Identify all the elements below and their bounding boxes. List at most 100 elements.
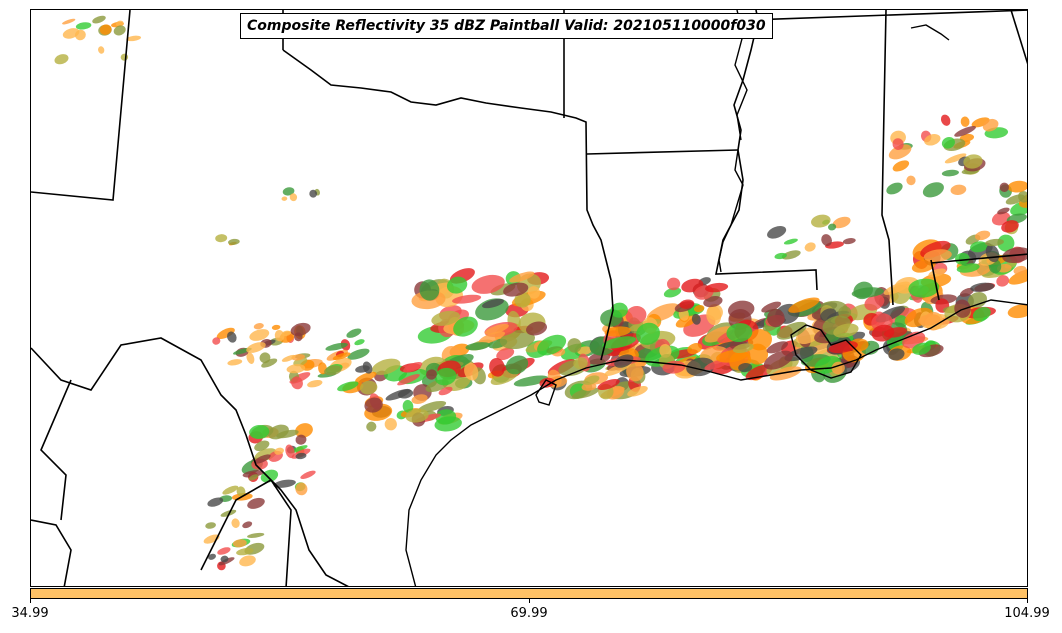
echo-blob [289,193,298,202]
florida-border [930,253,1027,264]
echo-blob [364,397,383,413]
echo-blob [295,423,313,438]
echo-blob [732,343,754,354]
echo-blob [842,238,856,245]
echo-blob [705,282,729,293]
echo-blob [923,249,952,263]
echo-blob [274,447,285,455]
colorbar-label-mid: 69.99 [510,606,548,621]
echo-blob [75,22,92,30]
echo-blob [967,292,988,309]
arkansas-louisiana-border [586,149,739,155]
echo-blob [985,238,1004,247]
echo-blob [411,394,428,404]
echo-blob [1001,220,1019,233]
echo-blob [216,327,235,340]
echo-blob [625,306,647,325]
map-panel [30,9,1028,587]
echo-blob [974,230,991,241]
mexico-state-line-4 [270,479,292,586]
echo-blob [203,534,220,544]
mexico-state-line-1 [31,519,72,586]
echo-blob [220,509,237,517]
echo-blob [354,339,365,346]
colorbar-tick-min [30,599,31,603]
echo-blob [281,196,288,201]
echo-blob [1010,201,1027,216]
echo-blob [99,24,112,35]
echo-blob [567,338,582,353]
echo-blob [402,399,414,413]
oklahoma-texas-border [282,49,614,361]
echo-blob [747,329,772,351]
echo-blob [236,547,254,556]
echo-blob [286,364,306,374]
echo-blob [821,234,832,247]
echo-blob [465,342,491,351]
echo-blob [290,322,311,336]
echo-blob [833,323,859,338]
echo-blob [254,440,270,452]
echo-blob [247,497,265,509]
echo-blob [54,54,69,65]
echo-blob [360,380,378,395]
echo-blob [295,434,307,445]
echo-blob [679,299,695,309]
echo-blob [337,381,359,392]
echo-blob [928,268,946,278]
echo-blob [249,329,270,341]
echo-blob [217,547,231,555]
echo-blob [959,287,974,297]
echo-blob [663,287,682,298]
echo-blob [1008,268,1027,285]
echo-blob [982,118,999,132]
echo-blob [956,263,980,273]
echo-blob [514,292,531,308]
echo-blob [761,301,782,313]
echo-blob [362,361,373,374]
echo-blob [499,329,535,350]
echo-blob [828,223,837,231]
echo-blob [403,362,423,373]
echo-blob [273,479,296,488]
echo-blob [267,424,289,440]
echo-blob [944,153,967,164]
echo-blob [274,330,285,342]
echo-blob [999,182,1009,193]
echo-blob [784,346,818,362]
echo-blob [811,214,831,228]
echo-blob [453,316,478,337]
echo-blob [1005,194,1025,205]
echo-blob [74,29,86,41]
echo-blob [239,555,256,567]
echo-blob [941,137,955,149]
echo-blob [309,189,318,198]
echo-blob [212,337,221,345]
echo-blob [496,347,515,361]
echo-blob [434,416,462,432]
texas-coastline [405,299,1027,586]
texas-panhandle-border [31,10,131,201]
echo-blob [970,241,988,253]
colorbar-label-max: 104.99 [1004,606,1050,621]
echo-blob [503,282,529,297]
echo-blob [776,321,807,340]
mexico-state-line-2 [40,379,72,521]
echo-blob [290,445,308,453]
echo-blob [954,299,971,318]
echo-blob [248,474,259,481]
echo-blob [247,532,265,538]
echo-blob [924,134,941,146]
echo-blob [804,242,816,252]
alabama-georgia-border [930,259,940,301]
echo-blob [471,274,505,294]
echo-blob [405,408,429,423]
echo-blob [332,352,351,361]
echo-blob [627,385,648,397]
echo-blob [892,160,910,172]
echo-blob [745,364,773,381]
echo-blob [446,276,468,294]
echo-blob [215,234,228,243]
echo-blob [418,400,447,413]
echo-blob [766,341,789,354]
